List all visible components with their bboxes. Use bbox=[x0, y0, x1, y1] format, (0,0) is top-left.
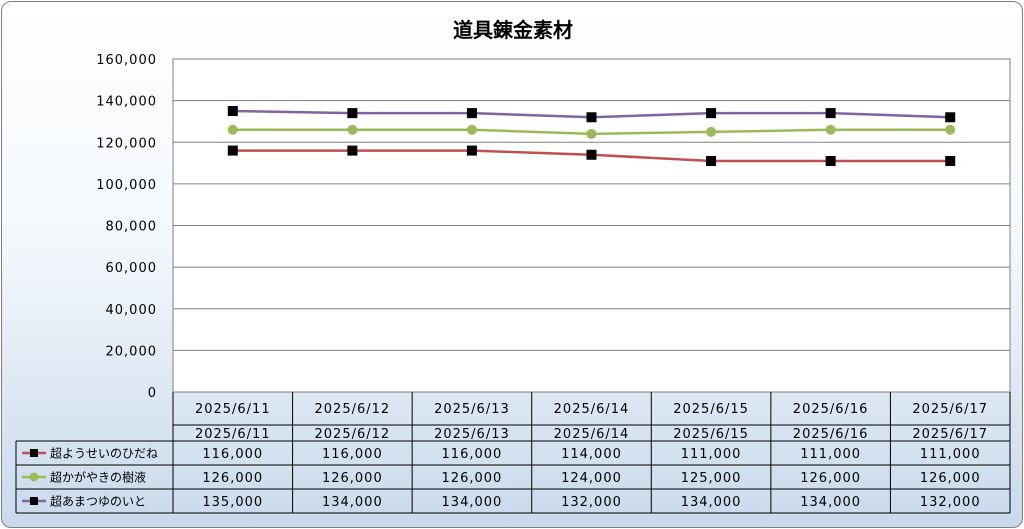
table-value-cell: 135,000 bbox=[202, 495, 263, 510]
table-value-cell: 134,000 bbox=[322, 495, 383, 510]
legend-marker bbox=[30, 449, 38, 457]
legend-label: 超ようせいのひだね bbox=[50, 446, 158, 461]
legend-label: 超あまつゆのいと bbox=[50, 494, 146, 509]
data-point bbox=[706, 108, 717, 119]
series-2 bbox=[227, 124, 956, 139]
y-tick-label: 60,000 bbox=[106, 261, 158, 276]
series-3 bbox=[227, 106, 956, 123]
table-value-cell: 134,000 bbox=[681, 495, 742, 510]
table-header-cell: 2025/6/11 bbox=[195, 427, 271, 442]
data-point bbox=[945, 155, 956, 166]
table-header-cell: 2025/6/14 bbox=[554, 427, 630, 442]
legend-key-1 bbox=[22, 449, 46, 457]
table-value-cell: 134,000 bbox=[800, 495, 861, 510]
x-tick-label: 2025/6/13 bbox=[434, 402, 510, 417]
y-tick-label: 160,000 bbox=[96, 53, 157, 68]
table-value-cell: 126,000 bbox=[202, 471, 263, 486]
table-value-cell: 114,000 bbox=[561, 447, 622, 462]
x-tick-label: 2025/6/16 bbox=[793, 402, 869, 417]
x-tick-label: 2025/6/12 bbox=[315, 402, 391, 417]
table-value-cell: 116,000 bbox=[202, 447, 263, 462]
data-point bbox=[825, 124, 836, 135]
table-header-cell: 2025/6/12 bbox=[315, 427, 391, 442]
data-point bbox=[586, 112, 597, 123]
x-tick-label: 2025/6/14 bbox=[554, 402, 630, 417]
data-point bbox=[706, 126, 717, 137]
table-value-cell: 126,000 bbox=[800, 471, 861, 486]
table-value-cell: 132,000 bbox=[561, 495, 622, 510]
table-value-cell: 124,000 bbox=[561, 471, 622, 486]
table-value-cell: 111,000 bbox=[681, 447, 742, 462]
gridlines bbox=[173, 58, 1010, 351]
table-value-cell: 126,000 bbox=[322, 471, 383, 486]
data-point bbox=[347, 145, 358, 156]
legend-marker bbox=[29, 472, 39, 482]
table-header-cell: 2025/6/16 bbox=[793, 427, 869, 442]
chart-title: 道具錬金素材 bbox=[453, 18, 573, 42]
x-tick-label: 2025/6/17 bbox=[912, 402, 988, 417]
table-header-cell: 2025/6/13 bbox=[434, 427, 510, 442]
y-tick-label: 40,000 bbox=[106, 303, 158, 318]
y-tick-label: 0 bbox=[148, 386, 157, 401]
legend-label: 超かがやきの樹液 bbox=[50, 470, 146, 485]
series-1 bbox=[227, 145, 956, 166]
data-point bbox=[825, 155, 836, 166]
y-tick-label: 20,000 bbox=[106, 344, 158, 359]
table-header-cell: 2025/6/15 bbox=[673, 427, 749, 442]
data-table: 2025/6/11 2025/6/12 2025/6/13 2025/6/14 2025… bbox=[15, 392, 1011, 514]
x-tick-label: 2025/6/11 bbox=[195, 402, 271, 417]
series-lines bbox=[227, 106, 956, 166]
table-value-cell: 111,000 bbox=[800, 447, 861, 462]
data-point bbox=[466, 124, 477, 135]
data-point bbox=[227, 124, 238, 135]
data-point bbox=[586, 128, 597, 139]
data-point bbox=[945, 124, 956, 135]
x-axis-ticks: 2025/6/11 2025/6/12 2025/6/13 2025/6/14 2025… bbox=[195, 402, 988, 417]
table-value-cell: 116,000 bbox=[322, 447, 383, 462]
legend-key-2 bbox=[22, 472, 46, 482]
data-point bbox=[227, 106, 238, 117]
data-point bbox=[347, 108, 358, 119]
y-tick-label: 100,000 bbox=[96, 178, 157, 193]
y-tick-label: 120,000 bbox=[96, 136, 157, 151]
table-value-cell: 125,000 bbox=[681, 471, 742, 486]
y-tick-label: 80,000 bbox=[106, 220, 158, 235]
y-axis-ticks: 0 20,000 40,000 60,000 80,000 100,000 120,000 1… bbox=[96, 53, 158, 401]
table-value-cell: 126,000 bbox=[442, 471, 503, 486]
table-value-cell: 132,000 bbox=[920, 495, 981, 510]
legend-key-3 bbox=[22, 497, 46, 505]
data-point bbox=[466, 108, 477, 119]
table-header-cell: 2025/6/17 bbox=[912, 427, 988, 442]
table-value-cell: 116,000 bbox=[442, 447, 503, 462]
data-point bbox=[586, 149, 597, 160]
data-point bbox=[825, 108, 836, 119]
data-point bbox=[945, 112, 956, 123]
legend-marker bbox=[30, 497, 38, 505]
table-value-cell: 126,000 bbox=[920, 471, 981, 486]
data-point bbox=[706, 155, 717, 166]
table-value-cell: 111,000 bbox=[920, 447, 981, 462]
data-point bbox=[347, 124, 358, 135]
x-tick-label: 2025/6/15 bbox=[673, 402, 749, 417]
table-value-cell: 134,000 bbox=[442, 495, 503, 510]
data-point bbox=[227, 145, 238, 156]
y-tick-label: 140,000 bbox=[96, 95, 157, 110]
data-point bbox=[466, 145, 477, 156]
